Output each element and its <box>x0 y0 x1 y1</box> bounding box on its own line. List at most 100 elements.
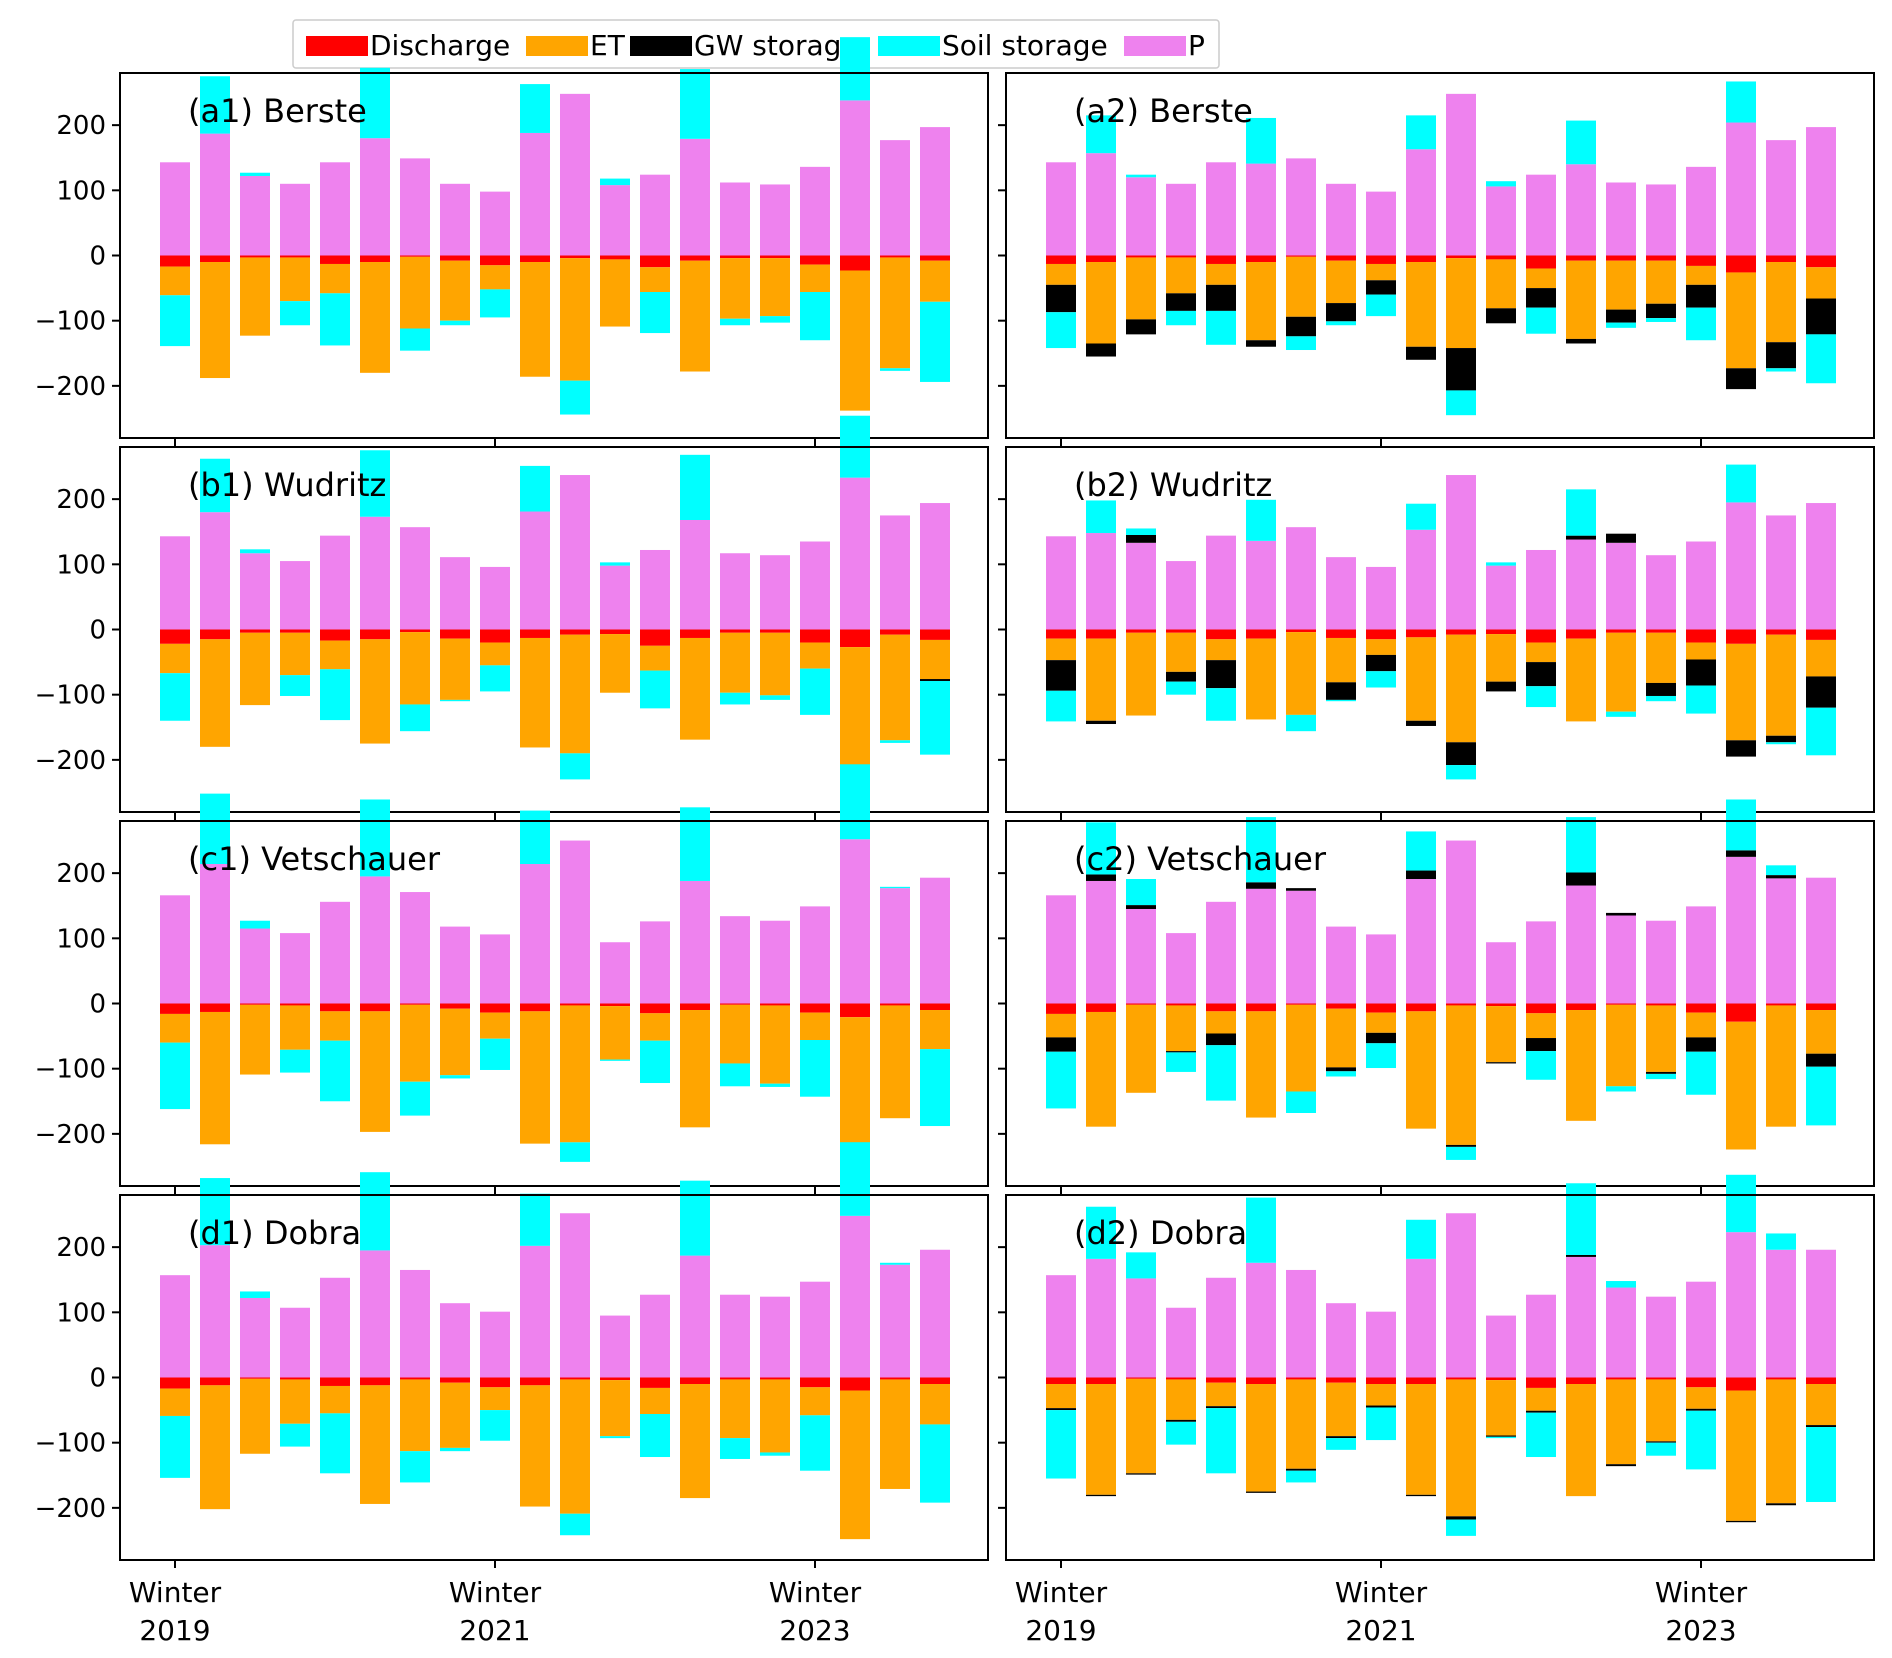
legend-label-et: ET <box>590 29 626 62</box>
y-tick-label: −200 <box>35 746 106 776</box>
bar-et <box>640 1387 670 1414</box>
panel-d1-dobra: −200 −100 0 100 200 Winter 2019 Winter 2021 Winte… <box>35 1142 989 1647</box>
bar-discharge <box>720 629 750 633</box>
bar-et <box>440 260 470 321</box>
bar-discharge <box>1606 255 1636 261</box>
bar-p <box>520 864 550 1004</box>
bar-discharge <box>400 1377 430 1380</box>
bar-et <box>1766 1379 1796 1504</box>
bar-soil-storage <box>400 704 430 732</box>
bar-et <box>760 258 790 317</box>
bar-soil-storage <box>1246 1197 1276 1263</box>
bar-discharge <box>1446 1003 1476 1006</box>
bar-et <box>680 637 710 740</box>
bar-discharge <box>560 629 590 635</box>
bar-discharge <box>240 1377 270 1379</box>
bar-soil-storage <box>760 1452 790 1456</box>
bar-discharge <box>920 255 950 261</box>
bar-soil-storage <box>920 301 950 382</box>
y-tick-label: 200 <box>56 485 106 515</box>
bar-discharge <box>1726 1377 1756 1391</box>
bar-soil-storage <box>800 1040 830 1097</box>
bar-p <box>760 555 790 630</box>
bar-discharge <box>360 1003 390 1012</box>
bar-et <box>200 1011 230 1145</box>
bar-gw-storage <box>1326 1436 1356 1439</box>
bar-et <box>1646 1005 1676 1072</box>
legend-item-discharge: Discharge <box>306 29 510 62</box>
bar-p <box>600 565 630 630</box>
bar-discharge <box>1166 1003 1196 1006</box>
bar-p <box>1446 475 1476 630</box>
legend-item-gw-storage: GW storage <box>630 29 859 62</box>
bar-et <box>720 1004 750 1064</box>
bar-p <box>1766 878 1796 1004</box>
bar-et <box>1046 263 1076 285</box>
bar-p <box>440 1303 470 1378</box>
panel-d2-dobra: Winter 2019 Winter 2021 Winter 2023 (d2) Dobra <box>998 1174 1875 1647</box>
y-tick-label: −200 <box>35 1494 106 1524</box>
legend-swatch-gw-storage <box>630 36 692 56</box>
bar-discharge <box>1446 629 1476 635</box>
bar-p <box>440 183 470 256</box>
bar-soil-storage <box>840 1142 870 1216</box>
bar-et <box>1726 1390 1756 1521</box>
panel-title: (a1) Berste <box>188 92 367 130</box>
bar-p <box>480 934 510 1004</box>
bar-soil-storage <box>1366 1043 1396 1069</box>
bar-p <box>680 138 710 256</box>
bar-et <box>1726 272 1756 369</box>
bar-discharge <box>720 1377 750 1380</box>
bar-et <box>1486 259 1516 309</box>
bar-p <box>1246 540 1276 630</box>
bar-soil-storage <box>1126 1252 1156 1279</box>
bar-p <box>1286 890 1316 1004</box>
bar-gw-storage <box>1366 1032 1396 1044</box>
bar-et <box>1086 262 1116 344</box>
bar-et <box>1646 260 1676 304</box>
bar-soil-storage <box>320 293 350 346</box>
bar-discharge <box>160 255 190 267</box>
bar-p <box>560 1213 590 1378</box>
bar-p <box>880 140 910 256</box>
y-tick-label: 100 <box>56 176 106 206</box>
bar-discharge <box>840 1003 870 1018</box>
bar-et <box>1526 268 1556 289</box>
bar-discharge <box>1246 1003 1276 1012</box>
bar-p <box>160 1275 190 1378</box>
bar-p <box>800 541 830 630</box>
x-tick-label-line1: Winter <box>129 1576 222 1609</box>
bar-gw-storage <box>1526 288 1556 308</box>
bar-discharge <box>1606 629 1636 633</box>
bar-soil-storage <box>1406 831 1436 871</box>
bar-et <box>1046 638 1076 661</box>
bar-soil-storage <box>1286 1470 1316 1483</box>
bar-et <box>560 1005 590 1143</box>
bar-soil-storage <box>1326 321 1356 326</box>
bar-gw-storage <box>1486 308 1516 324</box>
bar-p <box>1606 915 1636 1004</box>
bar-discharge <box>1766 1003 1796 1006</box>
x-tick-label-line2: 2023 <box>779 1614 850 1647</box>
bar-p <box>1086 153 1116 256</box>
bar-gw-storage <box>1766 875 1796 879</box>
bar-soil-storage <box>1766 742 1796 745</box>
bar-discharge <box>920 1377 950 1385</box>
bar-et <box>1406 1011 1436 1129</box>
bar-gw-storage <box>1486 681 1516 692</box>
y-tick-label: 0 <box>89 1364 106 1394</box>
bar-et <box>840 647 870 782</box>
bar-et <box>320 1385 350 1414</box>
bar-et <box>600 259 630 327</box>
bar-p <box>480 566 510 630</box>
bar-discharge <box>400 629 430 633</box>
bar-gw-storage <box>1206 1406 1236 1409</box>
y-tick-label: 200 <box>56 859 106 889</box>
bar-discharge <box>1326 255 1356 261</box>
bar-discharge <box>480 255 510 266</box>
bar-soil-storage <box>1646 1442 1676 1456</box>
legend-label-p: P <box>1188 29 1205 62</box>
bar-et <box>200 1385 230 1510</box>
bar-p <box>440 926 470 1004</box>
bar-soil-storage <box>1246 117 1276 164</box>
